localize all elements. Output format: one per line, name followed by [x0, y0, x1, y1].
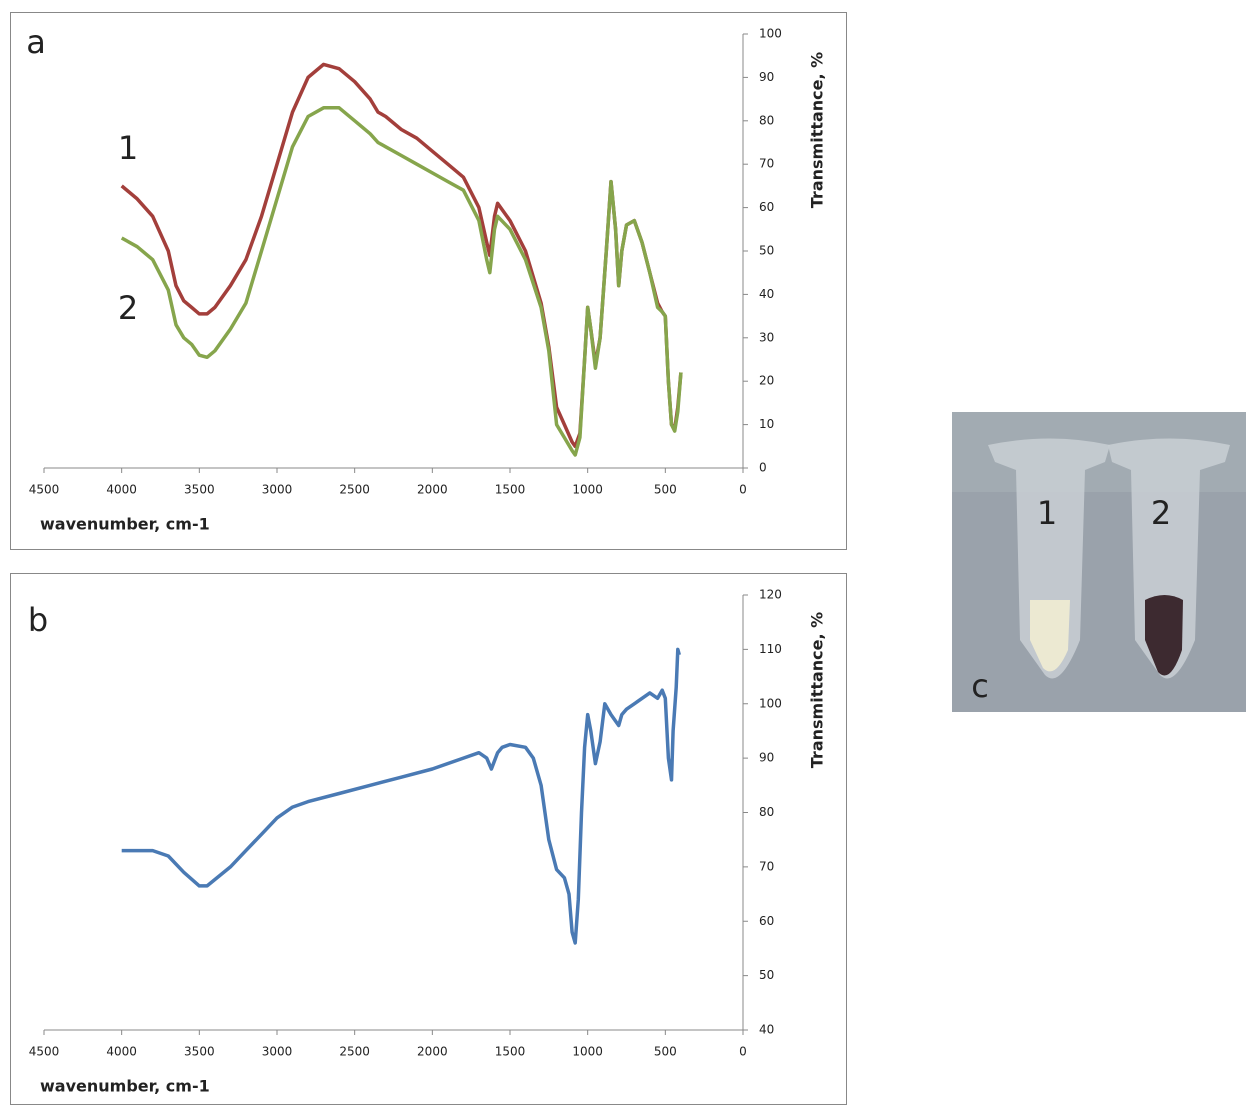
y-tick-label: 30 — [759, 330, 774, 344]
panel-label: a — [26, 23, 46, 61]
data-line — [120, 106, 683, 457]
x-tick-label: 4000 — [106, 483, 137, 497]
panel-label: b — [28, 601, 48, 639]
photo: 1 2 c — [952, 412, 1246, 712]
tube — [1108, 438, 1230, 679]
y-tick-label: 80 — [759, 113, 774, 127]
y-tick-label: 100 — [759, 27, 782, 41]
x-tick-label: 4500 — [29, 1045, 60, 1059]
y-tick-label: 70 — [759, 859, 774, 873]
x-tick-label: 500 — [654, 483, 677, 497]
y-tick-label: 90 — [759, 70, 774, 84]
y-tick-label: 60 — [759, 914, 774, 928]
x-tick-label: 0 — [739, 1045, 747, 1059]
y-tick-label: 50 — [759, 244, 774, 258]
x-tick-label: 1000 — [572, 483, 603, 497]
x-tick-label: 1500 — [495, 483, 526, 497]
series-label: 1 — [118, 129, 138, 167]
y-tick-label: 40 — [759, 1023, 774, 1037]
panel-frame — [10, 12, 847, 550]
x-tick-label: 4000 — [106, 1045, 137, 1059]
x-tick-label: 2500 — [339, 1045, 370, 1059]
y-tick-label: 80 — [759, 805, 774, 819]
chart: 4500 4000 3500 3000 2500 2000 1500 1000 500 0 40 50… — [28, 588, 827, 1096]
y-tick-label: 50 — [759, 968, 774, 982]
tube-label: 1 — [1037, 494, 1057, 532]
y-tick-label: 10 — [759, 417, 774, 431]
x-tick-label: 3000 — [262, 1045, 293, 1059]
y-tick-label: 20 — [759, 374, 774, 388]
data-line — [121, 647, 681, 945]
data-line — [120, 62, 683, 449]
tube-content — [1145, 595, 1183, 676]
x-tick-label: 1000 — [572, 1045, 603, 1059]
panel-label: c — [971, 667, 989, 705]
y-tick-label: 70 — [759, 157, 774, 171]
x-tick-label: 2500 — [339, 483, 370, 497]
x-tick-label: 500 — [654, 1045, 677, 1059]
y-tick-label: 60 — [759, 200, 774, 214]
tube-label: 2 — [1151, 494, 1171, 532]
y-tick-label: 40 — [759, 287, 774, 301]
y-tick-label: 120 — [759, 588, 782, 602]
x-tick-label: 1500 — [495, 1045, 526, 1059]
y-tick-label: 90 — [759, 751, 774, 765]
y-tick-label: 110 — [759, 642, 782, 656]
chart: 4500 4000 3500 3000 2500 2000 1500 1000 500 00 10 2… — [26, 23, 826, 534]
x-tick-label: 3000 — [262, 483, 293, 497]
x-tick-label: 2000 — [417, 483, 448, 497]
y-axis-title: Transmittance, % — [808, 612, 827, 768]
x-tick-label: 4500 — [29, 483, 60, 497]
series-label: 2 — [118, 289, 138, 327]
y-tick-label: 100 — [759, 696, 782, 710]
y-axis-title: Transmittance, % — [808, 52, 827, 208]
x-tick-label: 2000 — [417, 1045, 448, 1059]
x-tick-label: 3500 — [184, 1045, 215, 1059]
x-axis-title: wavenumber, cm-1 — [40, 1077, 210, 1096]
tube-content — [1030, 600, 1070, 672]
panel-frame — [10, 573, 847, 1105]
x-axis-title: wavenumber, cm-1 — [40, 515, 210, 534]
x-tick-label: 0 — [739, 483, 747, 497]
tube — [988, 438, 1110, 679]
y-tick-label: 0 — [759, 461, 767, 475]
x-tick-label: 3500 — [184, 483, 215, 497]
